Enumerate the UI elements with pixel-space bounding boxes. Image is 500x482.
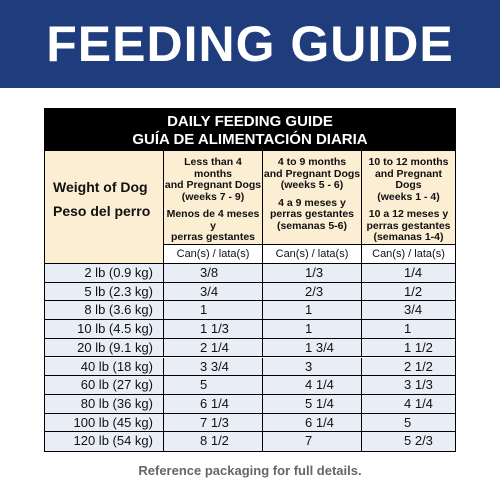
unit-label: Can(s) / lata(s) [362, 245, 455, 264]
amount-cell: 3 [263, 357, 362, 377]
amount-cell: 1 1/2 [362, 338, 455, 358]
weight-cell: 40 lb (18 kg) [45, 357, 164, 377]
table-title: DAILY FEEDING GUIDE GUÍA DE ALIMENTACIÓN… [45, 109, 455, 151]
amount-cell: 4 1/4 [362, 394, 455, 414]
amount-cell: 1 [263, 301, 362, 321]
weight-cell: 100 lb (45 kg) [45, 413, 164, 433]
header-line: 4 a 9 meses y [278, 196, 346, 209]
header-line: (weeks 1 - 4) [377, 190, 440, 203]
header-line: (semanas 1-4) [373, 231, 444, 243]
amount-cell: 6 1/4 [263, 413, 362, 433]
column-header: Less than 4 months and Pregnant Dogs (week… [164, 151, 263, 254]
amount-cell: 6 1/4 [164, 394, 263, 414]
weight-cell: 60 lb (27 kg) [45, 376, 164, 395]
amount-cell: 5 1/4 [263, 394, 362, 414]
header-line: perras gestantes [269, 208, 355, 220]
header-line: perras gestantes [170, 231, 256, 243]
weight-header-line: Weight of Dog [53, 179, 148, 195]
weight-header-line: Peso del perro [53, 203, 151, 219]
header-es: 4 a 9 meses y perras gestantes (semanas 5-… [263, 196, 361, 233]
amount-cell: 2/3 [263, 282, 362, 302]
header-line: 10 a 12 meses y [368, 208, 449, 220]
header-line: 4 to 9 months [277, 156, 347, 168]
amount-cell: 5 [164, 376, 263, 395]
weight-cell: 2 lb (0.9 kg) [45, 264, 164, 283]
weight-cell: 8 lb (3.6 kg) [45, 301, 164, 321]
amount-cell: 1/3 [263, 264, 362, 283]
amount-cell: 2 1/4 [164, 338, 263, 358]
header-en: 10 to 12 months and Pregnant Dogs (weeks 1… [362, 156, 455, 203]
amount-cell: 8 1/2 [164, 432, 263, 451]
amount-cell: 5 [362, 413, 455, 433]
header-es: 10 a 12 meses y perras gestantes (semanas … [362, 208, 455, 244]
amount-cell: 7 1/3 [164, 413, 263, 433]
amount-cell: 3 3/4 [164, 357, 263, 377]
unit-label: Can(s) / lata(s) [164, 245, 263, 264]
title-en: DAILY FEEDING GUIDE [167, 113, 333, 130]
header-line: (semanas 5-6) [276, 219, 348, 232]
title-es: GUÍA DE ALIMENTACIÓN DIARIA [132, 131, 368, 148]
amount-cell: 1 [362, 320, 455, 339]
banner-title: FEEDING GUIDE [0, 0, 500, 88]
amount-cell: 3/4 [164, 282, 263, 302]
amount-cell: 1 1/3 [164, 320, 263, 339]
header-en: Less than 4 months and Pregnant Dogs (week… [164, 156, 262, 203]
weight-cell: 5 lb (2.3 kg) [45, 282, 164, 302]
amount-cell: 3/4 [362, 301, 455, 321]
amount-cell: 3 1/3 [362, 376, 455, 395]
weight-header: Weight of Dog Peso del perro [45, 151, 164, 264]
amount-cell: 1/2 [362, 282, 455, 302]
weight-cell: 120 lb (54 kg) [45, 432, 164, 451]
header-line: Menos de 4 meses y [166, 208, 260, 232]
footer-note: Reference packaging for full details. [138, 463, 362, 478]
amount-cell: 4 1/4 [263, 376, 362, 395]
amount-cell: 1 3/4 [263, 338, 362, 358]
amount-cell: 3/8 [164, 264, 263, 283]
weight-cell: 10 lb (4.5 kg) [45, 320, 164, 339]
amount-cell: 5 2/3 [362, 432, 455, 451]
header-line: and Pregnant Dogs [263, 167, 361, 180]
column-header: 10 to 12 months and Pregnant Dogs (weeks 1… [362, 151, 455, 245]
weight-cell: 80 lb (36 kg) [45, 394, 164, 414]
header-line: (weeks 7 - 9) [181, 190, 245, 203]
header-line: (weeks 5 - 6) [280, 179, 344, 191]
header-line: 10 to 12 months [368, 156, 449, 168]
feeding-table: DAILY FEEDING GUIDE GUÍA DE ALIMENTACIÓN… [44, 108, 456, 452]
header-line: and Pregnant Dogs [374, 167, 443, 191]
header-line: perras gestantes [366, 219, 451, 232]
amount-cell: 2 1/2 [362, 357, 455, 377]
amount-cell: 1 [263, 320, 362, 339]
header-line: and Pregnant Dogs [164, 179, 262, 191]
amount-cell: 7 [263, 432, 362, 451]
header-en: 4 to 9 months and Pregnant Dogs (weeks 5 -… [263, 156, 361, 192]
amount-cell: 1/4 [362, 264, 455, 283]
unit-label: Can(s) / lata(s) [263, 245, 362, 264]
weight-cell: 20 lb (9.1 kg) [45, 338, 164, 358]
column-header: 4 to 9 months and Pregnant Dogs (weeks 5 -… [263, 151, 362, 245]
amount-cell: 1 [164, 301, 263, 321]
header-line: Less than 4 months [184, 156, 242, 180]
